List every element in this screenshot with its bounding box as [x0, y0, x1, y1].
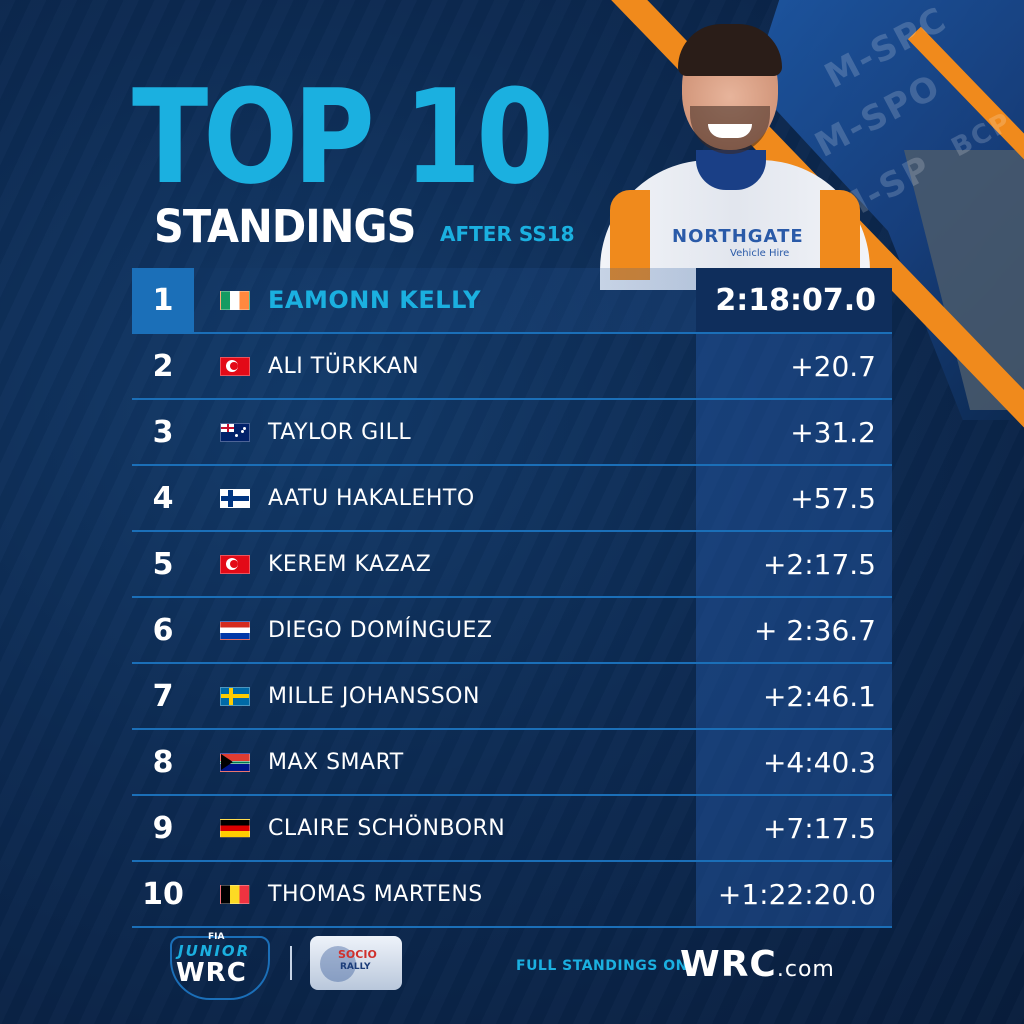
- row-time: +4:40.3: [696, 730, 892, 794]
- rally-event-logo: SOCIO RALLY: [310, 936, 402, 990]
- standings-row: 7 MILLE JOHANSSON +2:46.1: [132, 664, 892, 730]
- standings-row: 5 KEREM KAZAZ +2:17.5: [132, 532, 892, 598]
- logo-junior-text: JUNIOR: [178, 942, 251, 960]
- standings-row: 8 MAX SMART +4:40.3: [132, 730, 892, 796]
- ireland-flag-icon: [220, 290, 250, 310]
- junior-wrc-logo: FIA JUNIOR WRC: [170, 932, 270, 1000]
- row-driver-name: DIEGO DOMÍNGUEZ: [268, 617, 493, 643]
- footer: FIA JUNIOR WRC SOCIO RALLY FULL STANDING…: [0, 928, 1024, 1008]
- row-position: 10: [142, 876, 184, 912]
- standings-row: 4 AATU HAKALEHTO +57.5: [132, 466, 892, 532]
- row-position: 3: [152, 414, 174, 450]
- logo-shield: [170, 936, 270, 1000]
- rally-logo-line1: SOCIO: [338, 948, 377, 961]
- rally-logo-emblem: [320, 946, 356, 982]
- paraguay-flag-icon: [220, 620, 250, 640]
- row-position: 2: [152, 348, 174, 384]
- row-time: +2:46.1: [696, 664, 892, 728]
- turkey-flag-icon: [220, 554, 250, 574]
- south-africa-flag-icon: [220, 752, 250, 772]
- suit-collar: [696, 150, 766, 190]
- row-driver-name: AATU HAKALEHTO: [268, 485, 475, 511]
- stage-label-prefix: AFTER: [440, 222, 519, 246]
- wrc-com-suffix: .com: [776, 957, 835, 982]
- row-time: + 2:36.7: [696, 598, 892, 662]
- row-position: 5: [152, 546, 174, 582]
- row-position: 6: [152, 612, 174, 648]
- wrc-com-link[interactable]: WRC.com: [680, 944, 835, 985]
- row-driver-name: TAYLOR GILL: [268, 419, 412, 445]
- row-position: 7: [152, 678, 174, 714]
- row-driver-name: MILLE JOHANSSON: [268, 683, 480, 709]
- row-driver-name: THOMAS MARTENS: [268, 881, 483, 907]
- australia-flag-icon: [220, 422, 250, 442]
- footer-divider: [290, 946, 292, 980]
- row-position: 1: [132, 268, 194, 332]
- standings-row: 9 CLAIRE SCHÖNBORN +7:17.5: [132, 796, 892, 862]
- stage-label-stage: SS18: [518, 222, 575, 246]
- page-subtitle: STANDINGS: [154, 200, 416, 253]
- row-driver-name: MAX SMART: [268, 749, 404, 775]
- driver-smile: [708, 124, 752, 138]
- suit-shoulder: [820, 190, 860, 280]
- standings-table: 1 EAMONN KELLY 2:18:07.0 2 ALI TÜRKKAN +…: [132, 268, 892, 928]
- logo-fia-text: FIA: [208, 932, 225, 942]
- standings-row: 1 EAMONN KELLY 2:18:07.0: [132, 268, 892, 334]
- row-time: 2:18:07.0: [696, 268, 892, 332]
- row-driver-name: ALI TÜRKKAN: [268, 353, 420, 379]
- standings-row: 6 DIEGO DOMÍNGUEZ + 2:36.7: [132, 598, 892, 664]
- row-position: 8: [152, 744, 174, 780]
- standings-row: 3 TAYLOR GILL +31.2: [132, 400, 892, 466]
- suit-sponsor-logo: NORTHGATE: [672, 226, 804, 247]
- row-time: +2:17.5: [696, 532, 892, 596]
- row-time: +1:22:20.0: [696, 862, 892, 926]
- driver-hair: [678, 24, 782, 76]
- suit-sponsor-sub: Vehicle Hire: [730, 248, 790, 259]
- belgium-flag-icon: [220, 884, 250, 904]
- row-time: +20.7: [696, 334, 892, 398]
- stage-label: AFTER SS18: [440, 222, 575, 246]
- sweden-flag-icon: [220, 686, 250, 706]
- turkey-flag-icon: [220, 356, 250, 376]
- wrc-com-main: WRC: [680, 944, 777, 985]
- row-driver-name: EAMONN KELLY: [268, 286, 481, 314]
- row-position: 4: [152, 480, 174, 516]
- standings-row: 2 ALI TÜRKKAN +20.7: [132, 334, 892, 400]
- row-driver-name: KEREM KAZAZ: [268, 551, 432, 577]
- standings-row: 10 THOMAS MARTENS +1:22:20.0: [132, 862, 892, 928]
- row-position: 9: [152, 810, 174, 846]
- finland-flag-icon: [220, 488, 250, 508]
- page-title: TOP 10: [132, 61, 554, 213]
- germany-flag-icon: [220, 818, 250, 838]
- suit-shoulder: [610, 190, 650, 280]
- row-time: +7:17.5: [696, 796, 892, 860]
- row-driver-name: CLAIRE SCHÖNBORN: [268, 815, 506, 841]
- row-time: +57.5: [696, 466, 892, 530]
- rally-logo-line2: RALLY: [340, 962, 371, 972]
- full-standings-label: FULL STANDINGS ON: [516, 958, 688, 974]
- logo-wrc-text: WRC: [176, 958, 247, 988]
- row-time: +31.2: [696, 400, 892, 464]
- driver-photo: NORTHGATE Vehicle Hire: [600, 20, 870, 290]
